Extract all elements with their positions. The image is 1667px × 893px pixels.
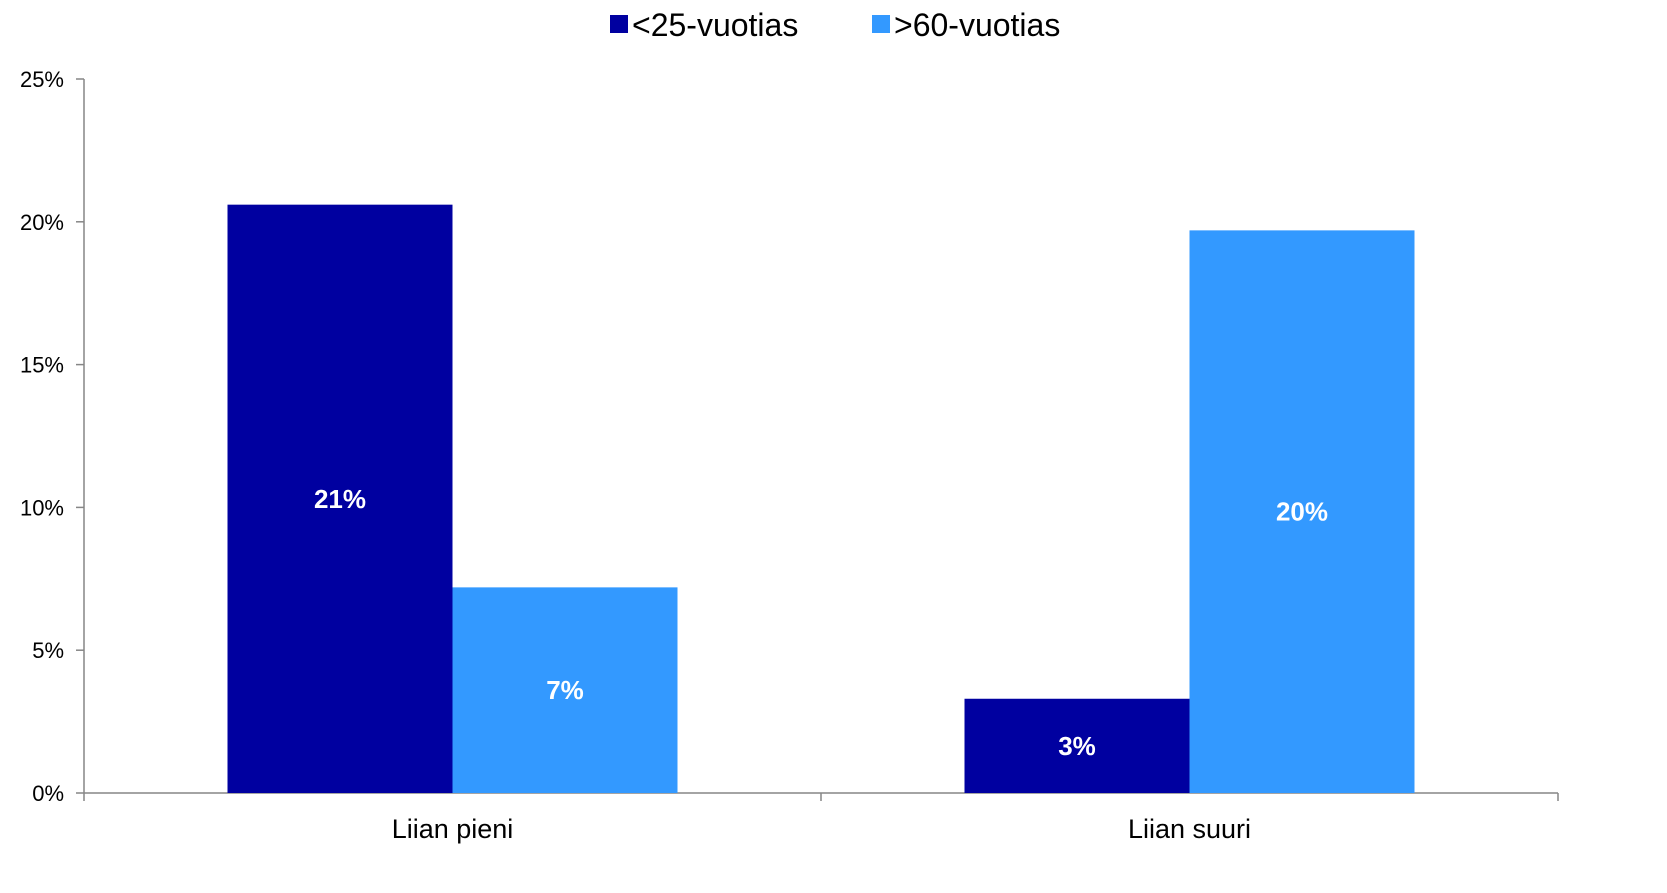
bar	[452, 587, 678, 793]
legend-swatch	[872, 15, 890, 33]
bar-data-label: 20%	[1276, 497, 1328, 527]
legend-swatch	[610, 15, 628, 33]
legend-label: >60-vuotias	[894, 7, 1060, 43]
y-tick-label: 10%	[20, 495, 64, 520]
y-tick-label: 0%	[32, 781, 64, 806]
y-tick-label: 15%	[20, 353, 64, 378]
bar-data-label: 3%	[1058, 731, 1096, 761]
bar-data-label: 21%	[314, 484, 366, 514]
x-category-label: Liian pieni	[392, 814, 514, 844]
legend-label: <25-vuotias	[632, 7, 798, 43]
x-category-label: Liian suuri	[1128, 814, 1251, 844]
y-tick-label: 5%	[32, 638, 64, 663]
y-tick-label: 25%	[20, 67, 64, 92]
y-tick-label: 20%	[20, 210, 64, 235]
bar-data-label: 7%	[546, 675, 584, 705]
bar	[964, 698, 1190, 793]
bar	[1189, 230, 1415, 794]
bar	[227, 204, 453, 793]
